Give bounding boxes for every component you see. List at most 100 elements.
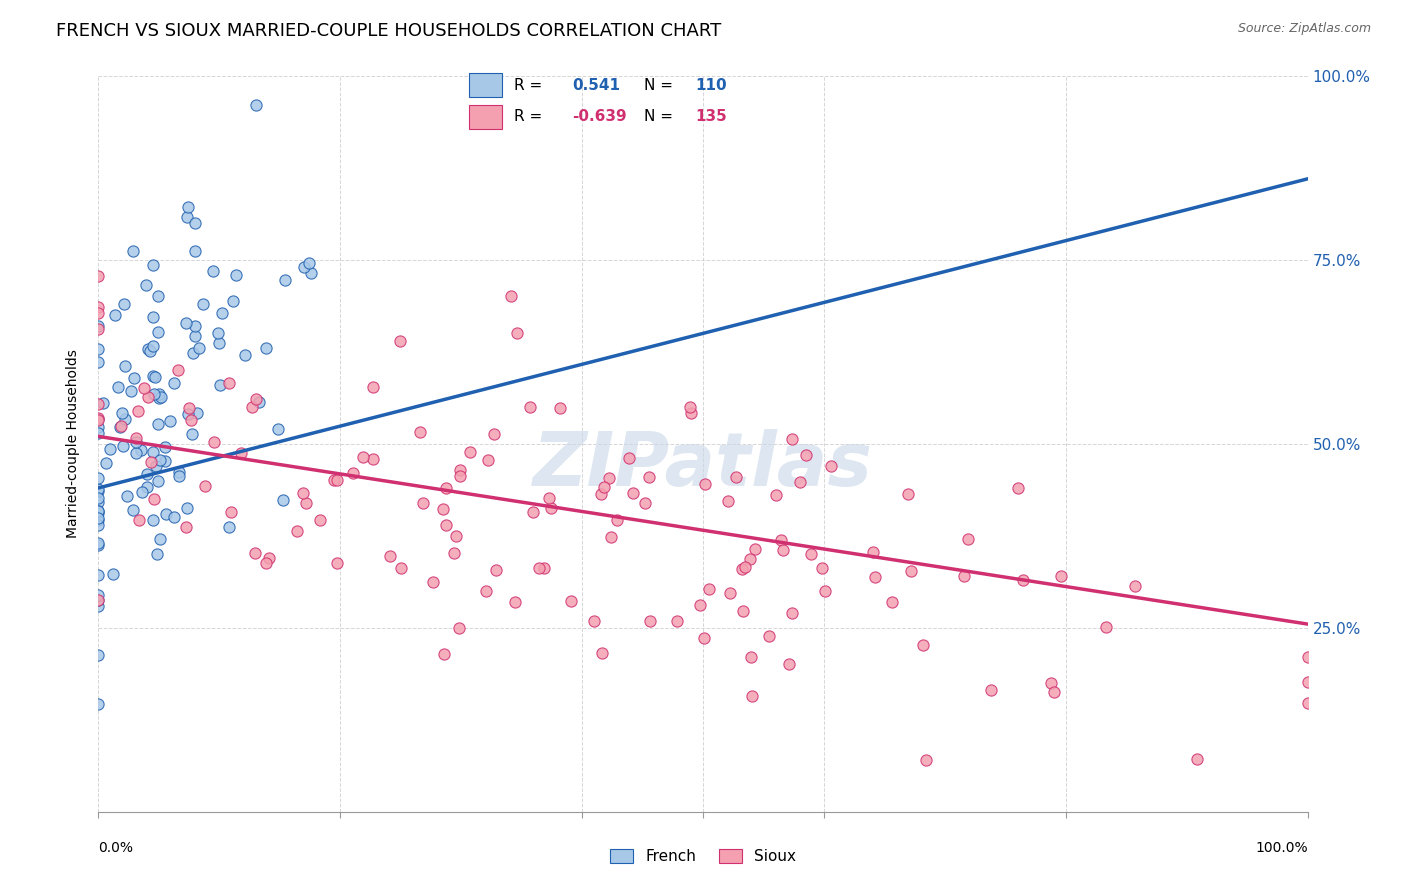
Point [87,420,110,434]
Point [695,477,717,491]
Point [1050,568,1073,582]
Point [689,598,711,612]
Point [1007,481,1029,495]
Point [155,453,177,467]
Point [560,594,582,608]
Point [149,532,172,546]
Point [110,420,132,434]
Point [188,342,211,356]
Text: -0.639: -0.639 [572,109,627,124]
Point [142,513,165,527]
Point [243,546,266,560]
Point [778,657,800,671]
Point [361,380,384,394]
Point [98,442,121,456]
Point [211,306,233,320]
Point [606,513,628,527]
Point [186,406,208,420]
Point [87,568,110,582]
Point [176,210,198,224]
Point [125,431,148,445]
Point [87,355,110,369]
Point [169,469,191,483]
Point [882,594,904,608]
Text: R =: R = [515,78,547,93]
Point [897,487,920,501]
Point [194,479,217,493]
Point [267,422,290,436]
Point [111,405,134,419]
Point [148,386,170,401]
Point [592,480,614,494]
Point [115,489,138,503]
Point [87,426,110,441]
Point [256,556,278,570]
Point [87,484,110,499]
Point [1123,579,1146,593]
Point [176,407,198,421]
Point [389,561,412,575]
Point [120,384,142,398]
Point [638,614,661,628]
Text: R =: R = [515,109,547,124]
Point [202,263,225,277]
Point [772,543,794,558]
Point [621,486,644,500]
Point [914,753,936,767]
Point [789,475,811,489]
Point [122,371,145,385]
Point [436,481,458,495]
Point [298,255,321,269]
Point [734,560,756,574]
Point [1296,675,1319,690]
Point [1012,573,1035,587]
Point [87,396,110,410]
Point [522,505,544,519]
Point [183,329,205,343]
Point [617,450,640,465]
Point [87,599,110,613]
Point [245,97,267,112]
Point [811,561,834,575]
Point [444,529,467,543]
Point [863,570,886,584]
Point [679,400,702,414]
Point [122,503,145,517]
Point [142,368,165,383]
Point [697,582,720,596]
Point [731,604,754,618]
Point [96,456,118,470]
Point [87,648,110,663]
Text: FRENCH VS SIOUX MARRIED-COUPLE HOUSEHOLDS CORRELATION CHART: FRENCH VS SIOUX MARRIED-COUPLE HOUSEHOLD… [56,22,721,40]
Point [112,297,135,311]
Point [131,484,153,499]
Point [443,546,465,560]
Point [183,319,205,334]
Point [475,584,498,599]
Point [148,417,170,432]
Point [142,258,165,272]
Point [163,376,186,390]
Point [87,300,110,314]
Text: ZIPatlas: ZIPatlas [533,429,873,502]
Point [87,269,110,284]
Text: 0.0%: 0.0% [98,841,134,855]
Point [422,575,444,590]
Text: 135: 135 [696,109,727,124]
Point [208,335,231,350]
Point [449,621,471,635]
Point [87,697,110,711]
Point [325,473,347,487]
Text: Source: ZipAtlas.com: Source: ZipAtlas.com [1237,22,1371,36]
Point [191,297,214,311]
Point [87,588,110,602]
Point [862,545,884,559]
Point [693,632,716,646]
Point [388,334,411,348]
Point [87,511,110,525]
Point [167,363,190,377]
Point [285,524,308,538]
Point [176,500,198,515]
Point [433,647,456,661]
Point [174,316,197,330]
